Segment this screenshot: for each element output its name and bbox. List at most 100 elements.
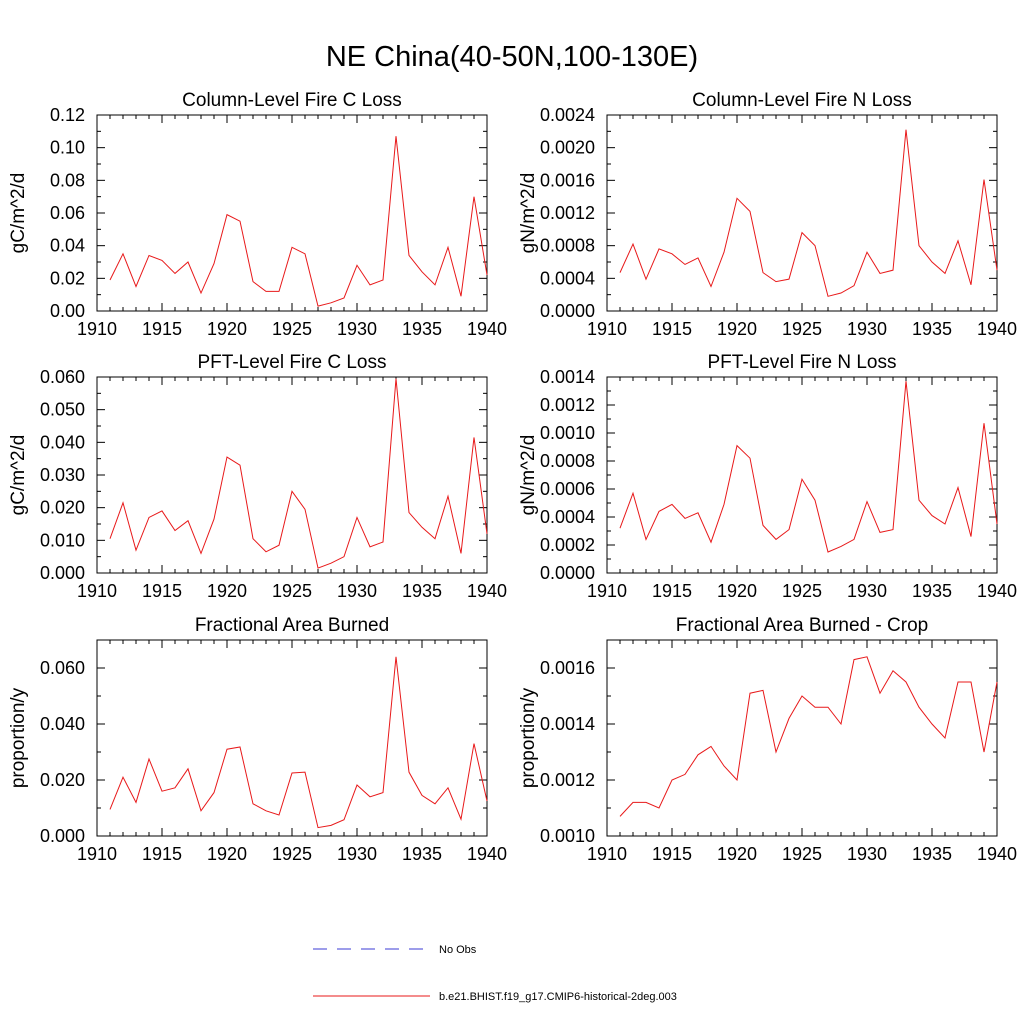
chart-panel: Fractional Area Burned proportion/y 1910 19… [8,615,507,864]
series-line [619,381,998,553]
y-tick-label: 0.040 [40,714,85,734]
y-tick-label: 0.06 [50,203,85,223]
y-tick-label: 0.0012 [540,203,595,223]
x-tick-label: 1935 [402,581,442,601]
x-tick-label: 1940 [977,844,1017,864]
y-tick-label: 0.0016 [540,170,595,190]
chart-panel: Column-Level Fire C Loss gC/m^2/d 1910 1915… [8,90,507,339]
series-line [109,136,488,307]
y-axis-label: proportion/y [518,687,539,788]
y-tick-label: 0.10 [50,138,85,158]
y-tick-label: 0.0008 [540,236,595,256]
x-tick-label: 1925 [782,319,822,339]
y-tick-label: 0.0014 [540,367,595,387]
y-tick-label: 0.0010 [540,826,595,846]
x-tick-label: 1935 [402,319,442,339]
y-tick-label: 0.0008 [540,451,595,471]
y-tick-label: 0.0014 [540,714,595,734]
plot-frame [96,376,488,574]
series-line [619,129,998,297]
x-tick-label: 1920 [207,319,247,339]
x-tick-label: 1930 [337,581,377,601]
x-tick-label: 1935 [402,844,442,864]
y-tick-label: 0.040 [40,432,85,452]
y-tick-label: 0.0004 [540,507,595,527]
y-tick-label: 0.0004 [540,268,595,288]
x-tick-label: 1920 [717,581,757,601]
chart-panel: Column-Level Fire N Loss gN/m^2/d 1910 1915… [518,90,1017,339]
legend-label-no-obs: No Obs [439,944,477,956]
x-tick-label: 1920 [207,844,247,864]
x-tick-label: 1925 [272,581,312,601]
chart-title: PFT-Level Fire N Loss [708,352,897,373]
y-tick-label: 0.0002 [540,535,595,555]
y-tick-label: 0.0000 [540,563,595,583]
x-tick-label: 1915 [652,319,692,339]
y-tick-label: 0.030 [40,465,85,485]
y-tick-label: 0.02 [50,268,85,288]
plot-frame [606,376,998,574]
y-tick-label: 0.050 [40,400,85,420]
x-tick-label: 1925 [272,319,312,339]
series-line [109,656,488,829]
chart-title: Fractional Area Burned - Crop [676,615,928,636]
x-tick-label: 1940 [467,581,507,601]
x-tick-label: 1930 [847,319,887,339]
x-tick-label: 1925 [272,844,312,864]
chart-panel: PFT-Level Fire C Loss gC/m^2/d 1910 1915 192… [8,352,507,601]
figure-title: NE China(40-50N,100-130E) [326,41,698,73]
x-tick-label: 1925 [782,581,822,601]
y-tick-label: 0.0012 [540,770,595,790]
chart-panel: Fractional Area Burned - Crop proportion/… [518,615,1017,864]
x-tick-label: 1930 [847,844,887,864]
x-tick-label: 1910 [587,319,627,339]
x-tick-label: 1935 [912,319,952,339]
y-axis-label: gN/m^2/d [518,173,539,254]
x-tick-label: 1915 [652,844,692,864]
y-tick-label: 0.0006 [540,479,595,499]
y-tick-label: 0.000 [40,563,85,583]
y-tick-label: 0.000 [40,826,85,846]
series-line [619,656,998,817]
x-tick-label: 1925 [782,844,822,864]
legend: No Obs b.e21.BHIST.f19_g17.CMIP6-histori… [313,944,677,1003]
plot-frame [606,639,998,837]
y-tick-label: 0.020 [40,770,85,790]
x-tick-label: 1915 [142,581,182,601]
y-axis-label: gC/m^2/d [8,173,29,254]
chart-panel: PFT-Level Fire N Loss gN/m^2/d 1910 1915 192… [518,352,1017,601]
x-tick-label: 1940 [467,844,507,864]
x-tick-label: 1935 [912,581,952,601]
x-tick-label: 1940 [977,319,1017,339]
y-tick-label: 0.0000 [540,301,595,321]
x-tick-label: 1930 [847,581,887,601]
x-tick-label: 1940 [467,319,507,339]
y-tick-label: 0.0010 [540,423,595,443]
x-tick-label: 1910 [77,581,117,601]
x-tick-label: 1915 [142,844,182,864]
y-tick-label: 0.12 [50,105,85,125]
y-tick-label: 0.010 [40,530,85,550]
y-tick-label: 0.0024 [540,105,595,125]
y-axis-label: proportion/y [8,687,29,788]
plot-frame [96,639,488,837]
chart-title: Column-Level Fire C Loss [182,90,402,111]
y-tick-label: 0.04 [50,236,85,256]
y-axis-label: gC/m^2/d [8,435,29,516]
legend-label-model: b.e21.BHIST.f19_g17.CMIP6-historical-2de… [439,991,677,1003]
y-tick-label: 0.060 [40,658,85,678]
y-tick-label: 0.0016 [540,658,595,678]
y-tick-label: 0.020 [40,498,85,518]
chart-title: PFT-Level Fire C Loss [198,352,387,373]
chart-title: Column-Level Fire N Loss [692,90,912,111]
panels: Column-Level Fire C Loss gC/m^2/d 1910 1915… [8,90,1017,864]
x-tick-label: 1920 [717,844,757,864]
x-tick-label: 1910 [77,844,117,864]
y-axis-label: gN/m^2/d [518,435,539,516]
x-tick-label: 1910 [587,844,627,864]
x-tick-label: 1930 [337,844,377,864]
x-tick-label: 1930 [337,319,377,339]
x-tick-label: 1920 [717,319,757,339]
x-tick-label: 1910 [77,319,117,339]
